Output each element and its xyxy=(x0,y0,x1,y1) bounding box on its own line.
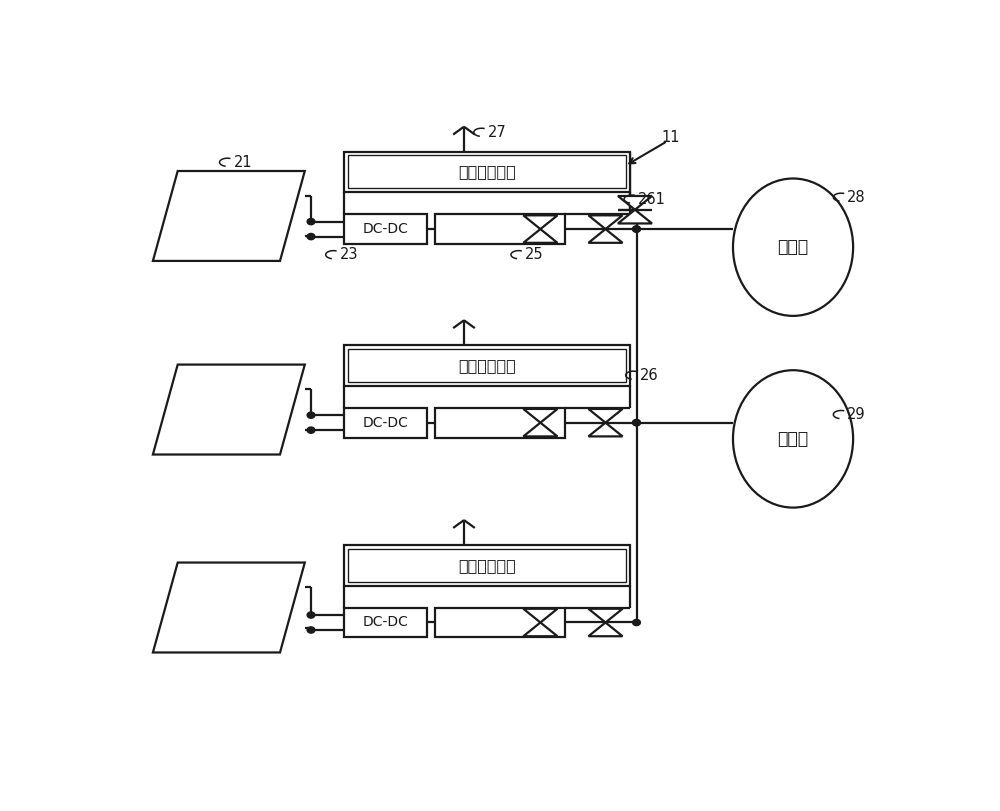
Polygon shape xyxy=(588,609,623,623)
Circle shape xyxy=(633,226,640,232)
Circle shape xyxy=(307,427,315,433)
Ellipse shape xyxy=(733,370,853,508)
Circle shape xyxy=(307,611,315,618)
Bar xyxy=(344,545,630,586)
Circle shape xyxy=(633,419,640,426)
Polygon shape xyxy=(523,423,557,436)
Text: 25: 25 xyxy=(525,247,544,262)
Text: DC-DC: DC-DC xyxy=(362,416,408,430)
Polygon shape xyxy=(588,623,623,637)
Text: 储氢罐: 储氢罐 xyxy=(777,238,809,256)
Polygon shape xyxy=(523,623,557,637)
Circle shape xyxy=(307,234,315,240)
Bar xyxy=(435,607,565,637)
Bar xyxy=(344,607,427,637)
Circle shape xyxy=(307,412,315,418)
Polygon shape xyxy=(523,229,557,242)
Text: 无线传感组件: 无线传感组件 xyxy=(458,558,516,573)
Circle shape xyxy=(633,620,640,625)
Polygon shape xyxy=(618,210,652,224)
Text: 27: 27 xyxy=(488,125,506,139)
Text: 23: 23 xyxy=(340,247,358,262)
Text: 261: 261 xyxy=(638,191,666,207)
Circle shape xyxy=(307,627,315,633)
Polygon shape xyxy=(618,196,652,210)
Circle shape xyxy=(633,419,640,426)
Bar xyxy=(348,156,626,188)
Polygon shape xyxy=(523,216,557,229)
Bar xyxy=(348,549,626,582)
Bar xyxy=(435,408,565,438)
Polygon shape xyxy=(588,216,623,229)
Polygon shape xyxy=(153,171,305,261)
Circle shape xyxy=(307,218,315,225)
Text: 无线传感组件: 无线传感组件 xyxy=(458,358,516,373)
Bar xyxy=(344,345,630,386)
Polygon shape xyxy=(153,365,305,454)
Polygon shape xyxy=(588,409,623,423)
Bar xyxy=(344,152,630,192)
Text: 11: 11 xyxy=(661,131,680,145)
Bar xyxy=(435,214,565,244)
Text: 储氧罐: 储氧罐 xyxy=(777,430,809,448)
Polygon shape xyxy=(588,229,623,242)
Bar xyxy=(344,408,427,438)
Polygon shape xyxy=(153,563,305,653)
Polygon shape xyxy=(523,609,557,623)
Bar xyxy=(344,214,427,244)
Text: 29: 29 xyxy=(847,407,866,422)
Text: 无线传感组件: 无线传感组件 xyxy=(458,165,516,179)
Text: 28: 28 xyxy=(847,190,866,204)
Polygon shape xyxy=(523,409,557,423)
Bar xyxy=(348,349,626,382)
Text: 21: 21 xyxy=(234,155,252,169)
Text: 26: 26 xyxy=(640,367,658,383)
Circle shape xyxy=(633,226,640,232)
Polygon shape xyxy=(588,423,623,436)
Text: DC-DC: DC-DC xyxy=(362,616,408,629)
Text: DC-DC: DC-DC xyxy=(362,222,408,236)
Ellipse shape xyxy=(733,178,853,316)
